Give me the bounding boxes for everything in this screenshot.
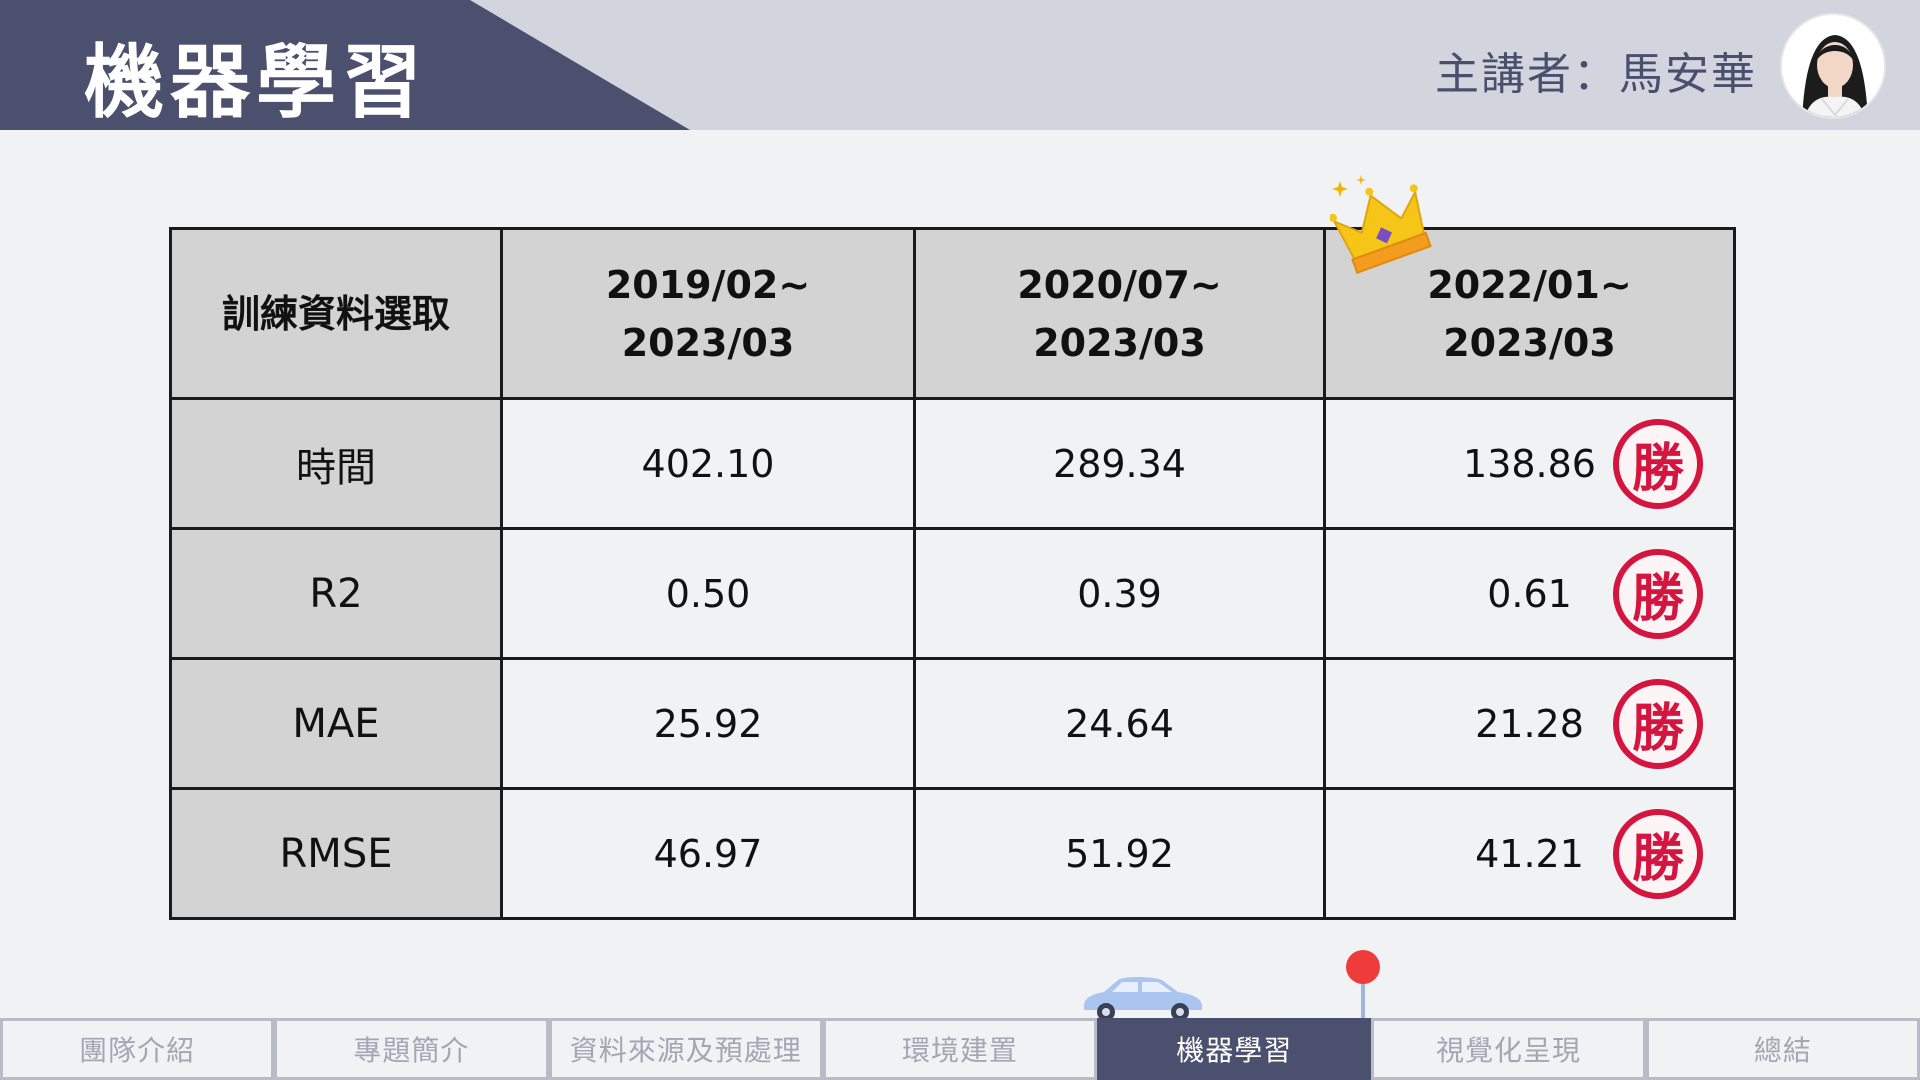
table-cell-winner: 138.86 勝 <box>1323 397 1736 530</box>
cell-value: 0.61 <box>1487 571 1572 616</box>
progress-pin-stick <box>1361 980 1365 1020</box>
table-header-row: 訓練資料選取 2019/02~ 2023/03 2020/07~ 2023/03… <box>169 227 1736 400</box>
row-label: RMSE <box>169 787 503 920</box>
nav-tab-machine-learning[interactable]: 機器學習 <box>1097 1018 1372 1080</box>
win-stamp-icon: 勝 <box>1613 678 1703 769</box>
table-cell: 0.50 <box>500 527 916 660</box>
row-label: R2 <box>169 527 503 660</box>
metrics-table: 訓練資料選取 2019/02~ 2023/03 2020/07~ 2023/03… <box>169 227 1736 920</box>
nav-tab-visualization[interactable]: 視覺化呈現 <box>1371 1018 1646 1080</box>
header-cell-period: 2022/01~ 2023/03 <box>1323 227 1736 400</box>
row-label: MAE <box>169 657 503 790</box>
nav-tab-project-intro[interactable]: 專題簡介 <box>274 1018 549 1080</box>
table-cell: 46.97 <box>500 787 916 920</box>
period-end: 2023/03 <box>621 320 795 365</box>
section-nav: 團隊介紹 專題簡介 資料來源及預處理 環境建置 機器學習 視覺化呈現 總結 <box>0 1018 1920 1080</box>
table-cell-winner: 0.61 勝 <box>1323 527 1736 660</box>
table-row: 時間 402.10 289.34 138.86 勝 <box>169 397 1736 530</box>
period-start: 2022/01~ <box>1427 262 1632 307</box>
table-cell: 25.92 <box>500 657 916 790</box>
table-cell: 402.10 <box>500 397 916 530</box>
period-start: 2020/07~ <box>1017 262 1222 307</box>
table-row: MAE 25.92 24.64 21.28 勝 <box>169 657 1736 790</box>
table-cell: 24.64 <box>913 657 1326 790</box>
period-end: 2023/03 <box>1443 320 1616 365</box>
table-row: RMSE 46.97 51.92 41.21 勝 <box>169 787 1736 920</box>
period-start: 2019/02~ <box>605 262 811 307</box>
table-cell: 0.39 <box>913 527 1326 660</box>
win-stamp-icon: 勝 <box>1613 808 1703 899</box>
cell-value: 138.86 <box>1463 441 1596 486</box>
win-stamp-icon: 勝 <box>1613 548 1703 639</box>
cell-value: 21.28 <box>1475 701 1584 746</box>
header-cell-label: 訓練資料選取 <box>169 227 503 400</box>
table-row: R2 0.50 0.39 0.61 勝 <box>169 527 1736 660</box>
table-cell-winner: 41.21 勝 <box>1323 787 1736 920</box>
speaker-avatar <box>1780 13 1886 119</box>
speaker-name: 主講者：馬安華 <box>1435 49 1757 100</box>
row-label: 時間 <box>169 397 503 530</box>
header-cell-period: 2019/02~ 2023/03 <box>500 227 916 400</box>
cell-value: 41.21 <box>1475 831 1584 876</box>
nav-tab-environment[interactable]: 環境建置 <box>822 1018 1098 1080</box>
header-cell-period: 2020/07~ 2023/03 <box>913 227 1326 400</box>
win-stamp-icon: 勝 <box>1613 418 1703 509</box>
nav-tab-summary[interactable]: 總結 <box>1645 1018 1920 1080</box>
period-end: 2023/03 <box>1033 320 1206 365</box>
table-cell: 51.92 <box>913 787 1326 920</box>
slide-title: 機器學習 <box>84 36 428 129</box>
map-pin-icon <box>1346 950 1380 984</box>
table-cell: 289.34 <box>913 397 1326 530</box>
nav-tab-team-intro[interactable]: 團隊介紹 <box>0 1018 275 1080</box>
crown-icon <box>1330 175 1432 275</box>
car-icon <box>1084 977 1202 1021</box>
table-cell-winner: 21.28 勝 <box>1323 657 1736 790</box>
nav-tab-data-source[interactable]: 資料來源及預處理 <box>548 1018 823 1080</box>
